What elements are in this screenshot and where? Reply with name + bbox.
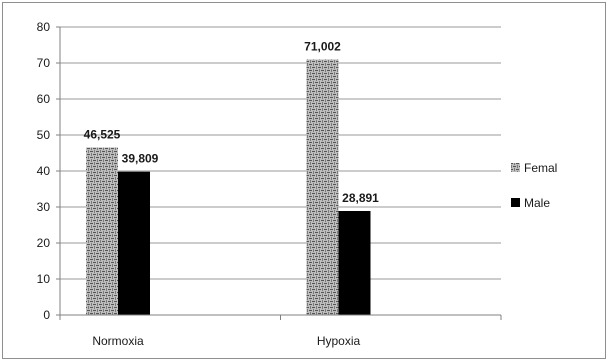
bar-male-normoxia	[118, 171, 150, 315]
data-label: 39,809	[122, 152, 159, 166]
y-tick-label: 40	[37, 164, 51, 178]
bar-femal-hypoxia	[306, 59, 339, 316]
y-tick-label: 60	[37, 92, 51, 106]
y-tick-label: 80	[37, 20, 51, 34]
legend-swatch-femal	[511, 163, 520, 172]
x-tick-label: Normoxia	[92, 334, 144, 348]
x-axis: Normoxia Hypoxia	[59, 314, 502, 348]
y-axis: 0 10 20 30 40 50 60 70 80	[37, 20, 61, 322]
data-label: 71,002	[304, 39, 341, 53]
y-tick-label: 50	[37, 128, 51, 142]
x-tick-label: Hypoxia	[317, 334, 361, 348]
y-tick-label: 30	[37, 200, 51, 214]
bar-femal-normoxia	[86, 147, 118, 315]
y-tick-label: 0	[43, 308, 50, 322]
legend-label-male: Male	[524, 196, 550, 210]
y-tick-label: 20	[37, 236, 51, 250]
legend: Femal Male	[511, 161, 557, 210]
data-label: 28,891	[342, 191, 379, 205]
y-tick-label: 10	[37, 272, 51, 286]
data-label: 46,525	[84, 128, 121, 142]
legend-label-femal: Femal	[524, 161, 557, 175]
bars	[86, 59, 371, 316]
y-tick-label: 70	[37, 56, 51, 70]
bar-male-hypoxia	[338, 210, 371, 315]
legend-swatch-male	[511, 198, 520, 207]
